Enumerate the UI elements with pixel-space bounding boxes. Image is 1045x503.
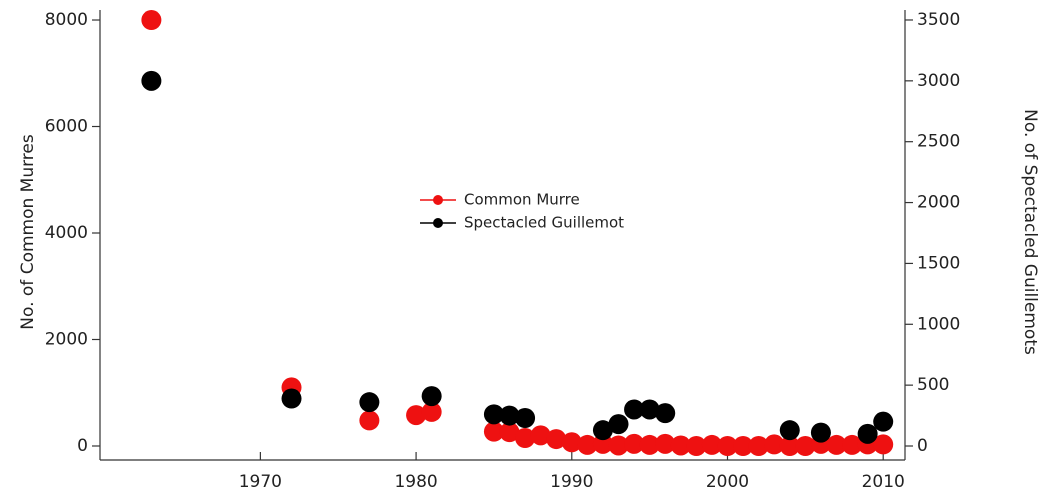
point [359, 410, 380, 431]
point [515, 428, 536, 449]
y2-tick-label: 3000 [917, 71, 960, 91]
point [406, 405, 427, 426]
point [670, 435, 691, 456]
y2-tick-label: 2000 [917, 193, 960, 213]
point [624, 399, 645, 420]
y2-axis-label: No. of Spectacled Guillemots [1020, 109, 1040, 355]
point [655, 433, 676, 454]
point [515, 408, 536, 429]
point [795, 435, 816, 456]
point [141, 10, 162, 31]
point [546, 429, 567, 450]
y2-tick-label: 2500 [917, 132, 960, 152]
point [764, 434, 785, 455]
point [701, 434, 722, 455]
point [873, 411, 894, 432]
point [655, 403, 676, 424]
legend-marker [433, 218, 443, 228]
point [779, 420, 800, 441]
y-tick-label: 0 [77, 436, 88, 456]
y-axis-label: No. of Common Murres [18, 134, 38, 330]
point [826, 434, 847, 455]
y2-tick-label: 0 [917, 436, 928, 456]
x-tick-label: 2010 [862, 472, 905, 492]
point [141, 70, 162, 91]
point [530, 425, 551, 446]
point [608, 435, 629, 456]
point [561, 432, 582, 453]
point [421, 401, 442, 422]
point [748, 435, 769, 456]
point [421, 386, 442, 407]
y-tick-label: 4000 [45, 223, 88, 243]
point [717, 435, 738, 456]
point [779, 435, 800, 456]
y2-tick-label: 1500 [917, 253, 960, 273]
x-tick-label: 1990 [550, 472, 593, 492]
point [639, 434, 660, 455]
point [733, 435, 754, 456]
point [359, 392, 380, 413]
x-tick-label: 1980 [394, 472, 437, 492]
point [499, 405, 520, 426]
point [577, 434, 598, 455]
point [592, 420, 613, 441]
point [842, 434, 863, 455]
y-tick-label: 8000 [45, 10, 88, 30]
y-tick-label: 2000 [45, 329, 88, 349]
point [608, 414, 629, 435]
point [810, 422, 831, 443]
x-tick-label: 2000 [706, 472, 749, 492]
point [873, 434, 894, 455]
legend-marker [433, 195, 443, 205]
legend-label: Common Murre [464, 191, 580, 209]
point [592, 433, 613, 454]
y-tick-label: 6000 [45, 117, 88, 137]
point [686, 435, 707, 456]
legend-label: Spectacled Guillemot [464, 214, 624, 232]
point [624, 433, 645, 454]
point [857, 423, 878, 444]
point [499, 422, 520, 443]
y2-tick-label: 3500 [917, 10, 960, 30]
point [483, 404, 504, 425]
y2-tick-label: 500 [917, 375, 949, 395]
point [639, 399, 660, 420]
point [281, 388, 302, 409]
point [483, 421, 504, 442]
x-tick-label: 1970 [239, 472, 282, 492]
y2-tick-label: 1000 [917, 314, 960, 334]
